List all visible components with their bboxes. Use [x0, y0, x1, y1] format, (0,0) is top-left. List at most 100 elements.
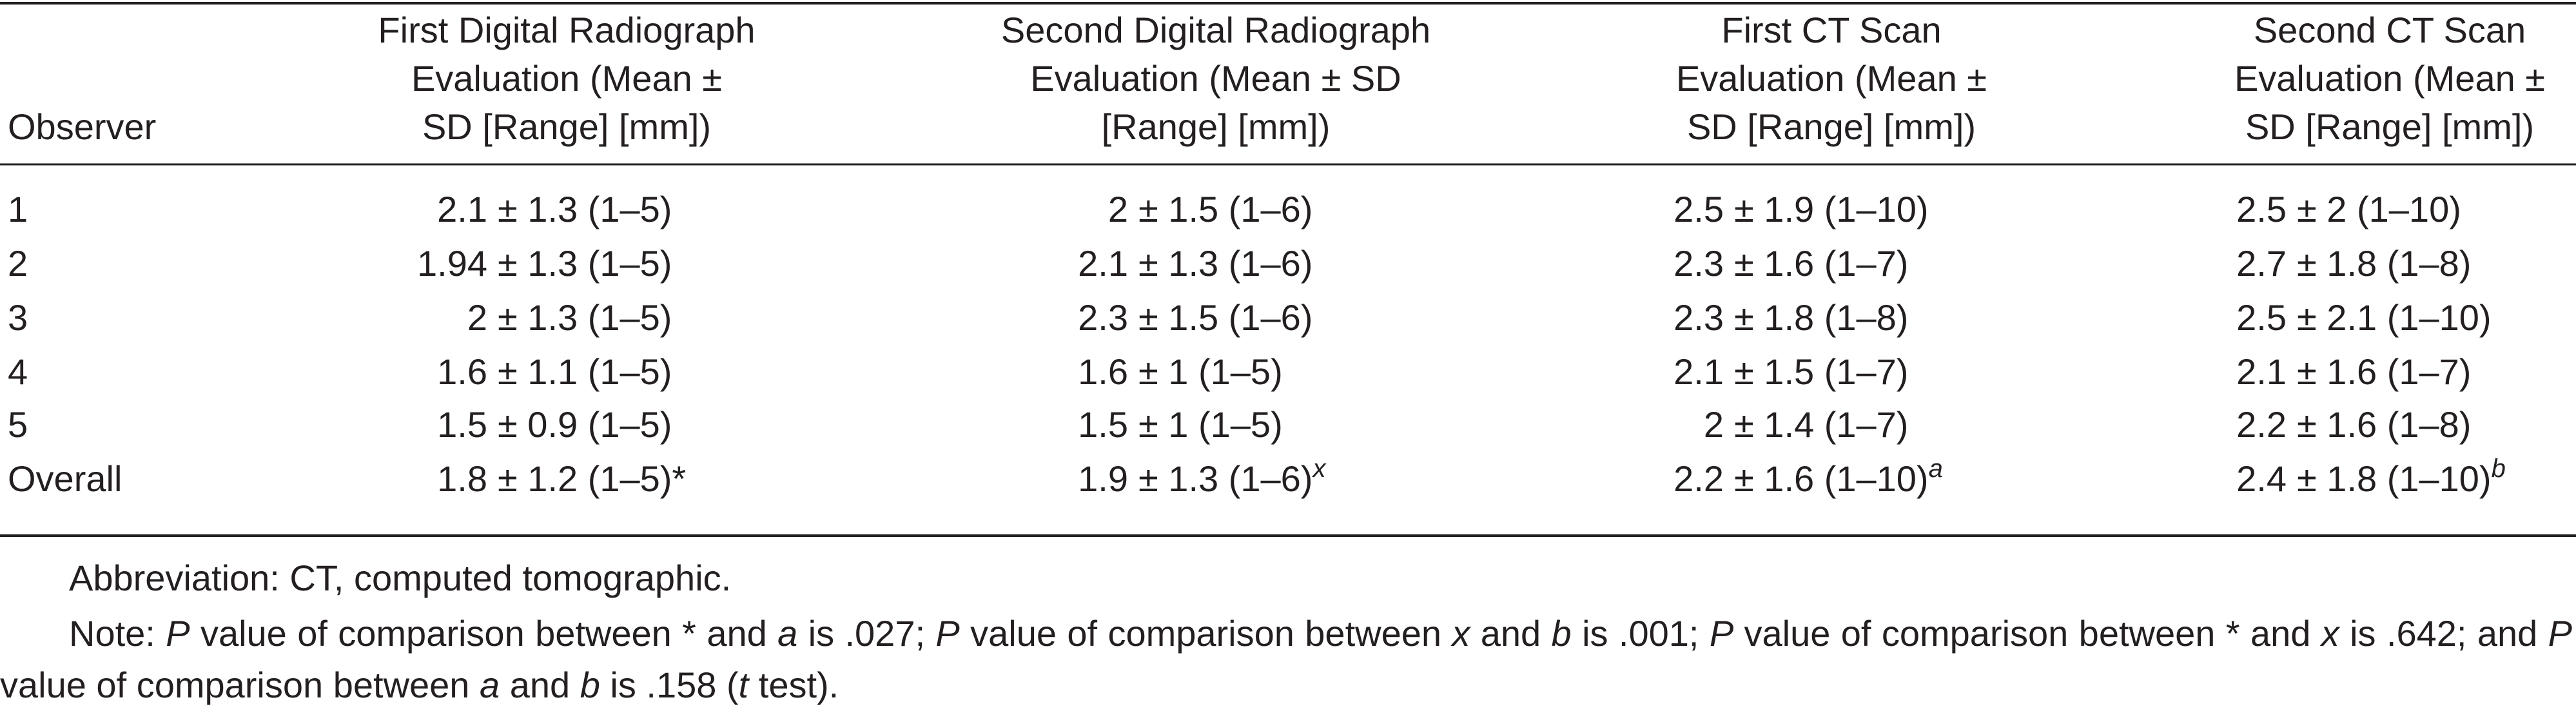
cell-mean: 2.4: [2236, 458, 2287, 499]
cell-rest: ± 1.8 (1–8): [1734, 297, 1908, 338]
cell-mean: 2.1: [2236, 351, 2287, 392]
cell-sd-range: ± 2 (1–10): [2297, 189, 2461, 229]
cell-mean: 1.5: [437, 404, 487, 445]
row-label: 5: [8, 404, 28, 445]
cell-superscript: a: [1929, 454, 1943, 483]
note-text: value of comparison between: [0, 665, 480, 705]
header-text: Evaluation (Mean ±: [411, 58, 722, 99]
cell-rest: ± 1 (1–5): [1138, 404, 1283, 445]
header-text: SD [Range] [mm]): [422, 106, 711, 147]
cell-sd-range: ± 1.5 (1–6): [1138, 189, 1312, 229]
cell-sd-range: ± 1.3 (1–6): [1138, 243, 1312, 284]
cell-mean: 2.5: [1673, 189, 1724, 229]
cell-rest: ± 1.8 (1–10)b: [2297, 454, 2506, 499]
cell-sd-range: ± 1.4 (1–7): [1734, 404, 1908, 445]
cell-rest: ± 1.5 (1–6): [1138, 297, 1312, 338]
cell-sd-range: ± 1.6 (1–10): [1734, 458, 1929, 499]
cell-sd-range: ± 1.6 (1–7): [2297, 351, 2471, 392]
header-text: Evaluation (Mean ±: [1676, 58, 1987, 99]
cell-sd-range: ± 1.6 (1–7): [1734, 243, 1908, 284]
cell-sd-range: ± 1.8 (1–8): [2297, 243, 2471, 284]
cell-mean: 2.1: [437, 189, 487, 229]
note-italic: a: [777, 613, 798, 654]
note-italic: P: [166, 613, 190, 654]
note-text: Note:: [69, 613, 166, 654]
cell-rest: ± 1.3 (1–6)x: [1138, 454, 1327, 499]
cell-rest: ± 1.3 (1–6): [1138, 243, 1312, 284]
header-text: Second CT Scan: [2254, 10, 2526, 50]
header-text: SD [Range] [mm]): [1687, 106, 1976, 147]
note-italic: P: [935, 613, 960, 654]
cell-rest: ± 1.6 (1–7): [1734, 243, 1908, 284]
cell-rest: ± 1.2 (1–5)*: [498, 458, 686, 499]
note-italic: a: [480, 665, 500, 705]
note: Note: P value of comparison between * an…: [0, 608, 2572, 711]
cell-rest: ± 1.6 (1–7): [2297, 351, 2471, 392]
cell-sd-range: ± 1.5 (1–7): [1734, 351, 1908, 392]
cell-mean: 1.5: [1078, 404, 1128, 445]
cell-sd-range: ± 2.1 (1–10): [2297, 297, 2492, 338]
cell-sd-range: ± 1 (1–5): [1138, 351, 1283, 392]
table: Observer First Digital Radiograph Evaluati…: [0, 2, 2576, 537]
note-text: is .027;: [797, 613, 936, 654]
cell-mean: 2.3: [1673, 243, 1724, 284]
cell-rest: ± 2.1 (1–10): [2297, 297, 2492, 338]
row-label: 4: [8, 351, 28, 392]
header-text: SD [Range] [mm]): [2245, 106, 2534, 147]
header-text: First CT Scan: [1721, 10, 1941, 50]
cell-rest: ± 1.6 (1–8): [2297, 404, 2471, 445]
header-text: [Range] [mm]): [1102, 106, 1331, 147]
note-italic: x: [1452, 613, 1470, 654]
cell-rest: ± 1.4 (1–7): [1734, 404, 1908, 445]
cell-mean: 1.6: [437, 351, 487, 392]
cell-sd-range: ± 1.9 (1–10): [1734, 189, 1929, 229]
header-text: Evaluation (Mean ± SD: [1030, 58, 1401, 99]
note-text: and: [500, 665, 580, 705]
cell-rest: ± 1.9 (1–10): [1734, 189, 1929, 229]
cell-rest: ± 1.5 (1–7): [1734, 351, 1908, 392]
cell-mean: 2.2: [2236, 404, 2287, 445]
cell-mean: 2.3: [1078, 297, 1128, 338]
note-text: value of comparison between: [959, 613, 1452, 654]
cell-sd-range: ± 0.9 (1–5): [498, 404, 672, 445]
cell-mean: 2: [467, 297, 487, 338]
note-italic: P: [1709, 613, 1734, 654]
row-label: 1: [8, 189, 28, 229]
cell-mean: 2.1: [1078, 243, 1128, 284]
cell-sd-range: ± 1 (1–5): [1138, 404, 1283, 445]
note-italic: P: [2548, 613, 2572, 654]
cell-rest: ± 1.3 (1–5): [498, 189, 672, 229]
cell-superscript: x: [1311, 454, 1327, 483]
note-text: is .158 (: [600, 665, 739, 705]
note-text: is .001;: [1571, 613, 1710, 654]
cell-rest: ± 1 (1–5): [1138, 351, 1283, 392]
cell-mean: 2.5: [2236, 297, 2287, 338]
cell-mean: 2.5: [2236, 189, 2287, 229]
note-text: test).: [748, 665, 839, 705]
note-text: value of comparison between * and: [1733, 613, 2321, 654]
row-label: 2: [8, 243, 28, 284]
cell-mean: 1.8: [437, 458, 487, 499]
cell-mean: 1.6: [1078, 351, 1128, 392]
note-italic: x: [2321, 613, 2339, 654]
cell-mean: 2.3: [1673, 297, 1724, 338]
cell-rest: ± 1.6 (1–10)a: [1734, 454, 1943, 499]
row-label: 3: [8, 297, 28, 338]
cell-sd-range: ± 1.8 (1–8): [1734, 297, 1908, 338]
cell-sd-range: ± 1.5 (1–6): [1138, 297, 1312, 338]
cell-rest: ± 1.3 (1–5): [498, 297, 672, 338]
header-text: Second Digital Radiograph: [1001, 10, 1430, 50]
cell-sd-range: ± 1.2 (1–5)*: [498, 458, 686, 499]
note-italic: b: [1551, 613, 1572, 654]
cell-rest: ± 1.3 (1–5): [498, 243, 672, 284]
note-text: and: [1470, 613, 1552, 654]
cell-mean: 2.2: [1673, 458, 1724, 499]
note-text: is .642; and: [2339, 613, 2548, 654]
cell-sd-range: ± 1.6 (1–8): [2297, 404, 2471, 445]
cell-mean: 1.9: [1078, 458, 1128, 499]
header-text: Observer: [8, 106, 156, 147]
cell-rest: ± 1.8 (1–8): [2297, 243, 2471, 284]
cell-rest: ± 0.9 (1–5): [498, 404, 672, 445]
abbreviation: Abbreviation: CT, computed tomographic.: [69, 558, 732, 598]
